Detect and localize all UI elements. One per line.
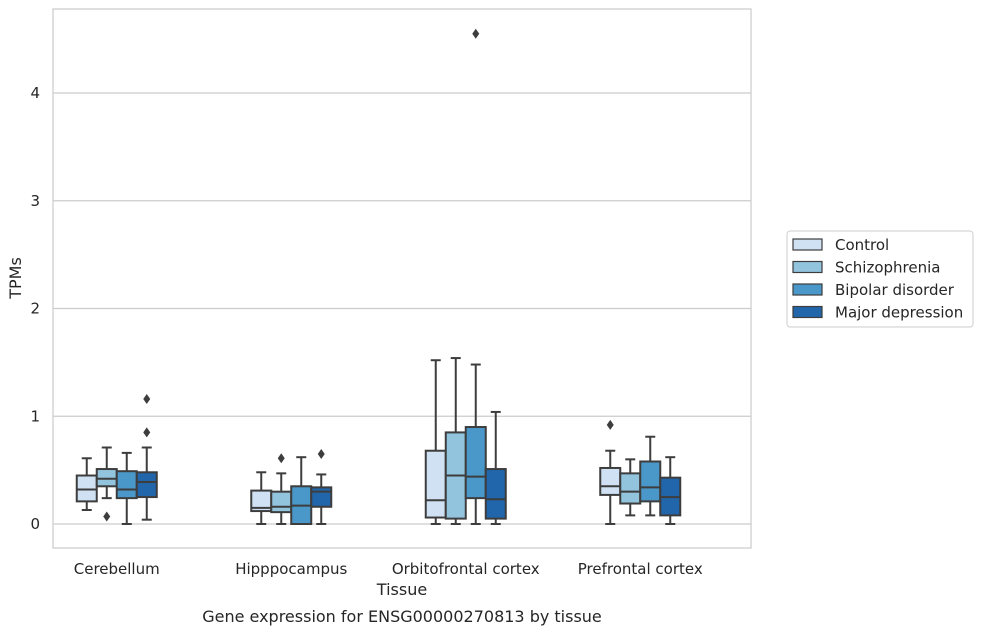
outlier-point [143,394,151,405]
box-iqr [310,486,333,508]
y-axis-label: TPMs [6,257,25,300]
box-2-3 [484,410,507,525]
legend-label: Bipolar disorder [835,281,955,299]
box-1-3 [310,448,333,525]
x-tick-label: Prefrontal cortex [578,560,703,578]
y-tick-labels: 0 1 2 3 4 [30,84,40,533]
box-iqr [115,470,138,500]
box-1-1 [270,453,293,525]
box-0-1 [95,446,118,522]
box-1-0 [250,471,273,525]
x-tick-label: Cerebellum [74,560,160,578]
chart-caption: Gene expression for ENSG00000270813 by t… [202,607,602,626]
box-0-0 [75,457,98,511]
outlier-point [317,448,325,459]
box-groups [75,28,682,526]
legend-swatch [792,238,823,251]
plot-frame [52,8,752,549]
x-axis-label: Tissue [376,580,427,599]
y-tick-label: 3 [30,192,40,210]
box-iqr [95,468,118,488]
box-1-2 [290,456,313,526]
box-2-2 [464,28,487,525]
x-tick-labels: Cerebellum Hipppocampus Orbitofrontal cort… [74,560,703,578]
y-tick-label: 0 [30,515,40,533]
legend-label: Schizophrenia [835,259,940,277]
box-iqr [599,466,622,496]
legend-swatch [792,260,823,274]
legend: Control Schizophrenia Bipolar disorder Majo… [786,230,974,328]
box-3-2 [639,435,662,517]
box-iqr [464,426,487,500]
box-2-0 [424,359,447,525]
outlier-point [143,427,151,438]
outlier-point [277,453,285,464]
legend-label: Major depression [835,304,963,322]
box-iqr [639,460,662,503]
box-iqr [484,468,507,520]
box-iqr [135,471,158,499]
box-iqr [424,449,447,519]
box-0-2 [115,451,138,525]
box-iqr [75,474,98,503]
y-tick-label: 1 [30,407,40,425]
legend-swatch [792,283,823,296]
box-3-0 [599,419,622,525]
box-3-1 [619,458,642,517]
box-iqr [619,472,642,505]
legend-items: Control Schizophrenia Bipolar disorder Majo… [792,236,963,322]
outlier-point [103,511,111,522]
legend-label: Control [835,236,889,254]
box-iqr [270,490,293,514]
legend-swatch [792,305,823,319]
y-tick-label: 2 [30,300,40,318]
box-0-3 [135,394,158,521]
x-tick-label: Orbitofrontal cortex [392,560,540,578]
x-tick-label: Hipppocampus [235,560,347,578]
legend-frame [786,230,974,328]
grid-lines [53,92,751,525]
y-tick-label: 4 [30,84,40,102]
outlier-point [606,419,614,430]
box-3-3 [659,456,682,525]
outlier-point [472,28,480,39]
box-2-1 [444,357,467,525]
